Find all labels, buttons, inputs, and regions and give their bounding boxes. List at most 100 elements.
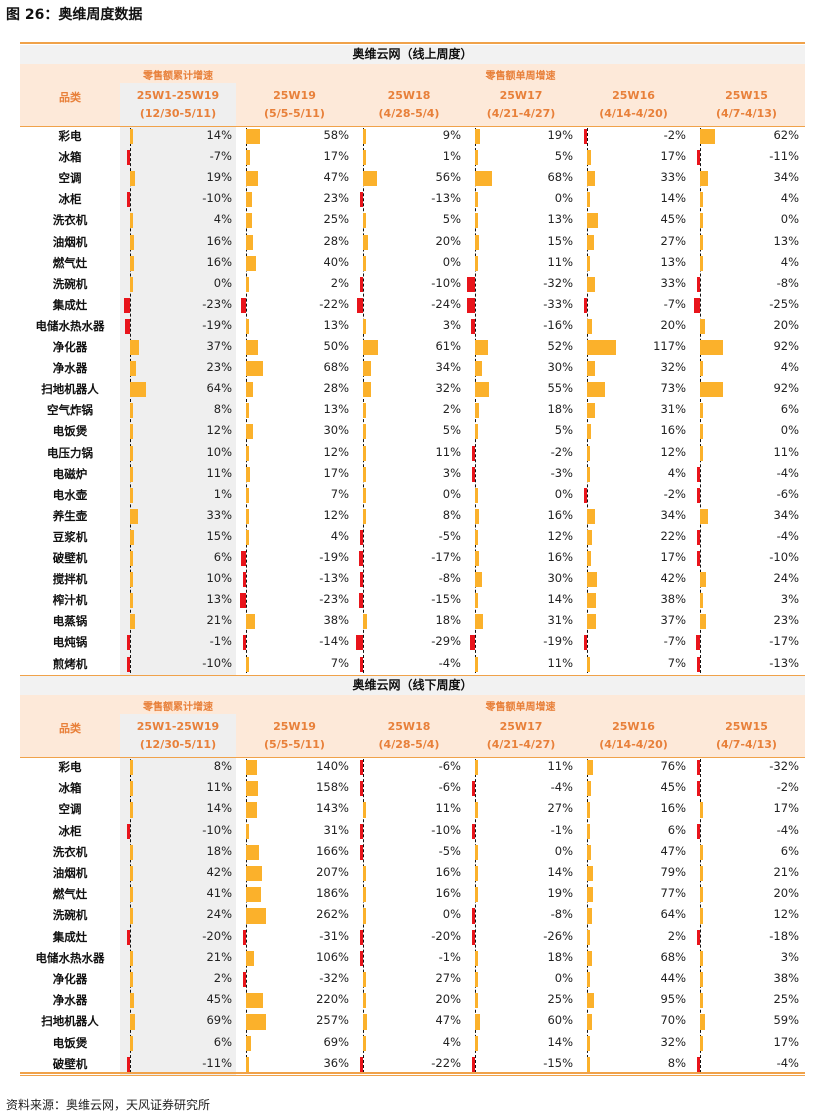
- row-category-label: 电磁炉: [52, 466, 88, 481]
- bar-positive: [363, 171, 377, 187]
- cell-value: 16%: [660, 801, 686, 816]
- column-header-week: 25W17: [499, 720, 543, 733]
- cell-value: 47%: [435, 1013, 461, 1028]
- row-category-label: 破壁机: [52, 551, 88, 565]
- cell-value: -33%: [543, 296, 573, 311]
- cell-value: -4%: [776, 822, 799, 837]
- category-header: 品类: [59, 722, 81, 735]
- bar-positive: [700, 993, 703, 1009]
- cell-value: 8%: [667, 1055, 686, 1070]
- row-category-label: 电压力锅: [47, 445, 93, 460]
- bar-negative: [697, 551, 700, 567]
- cell-value: 30%: [323, 423, 349, 438]
- cell-value: 20%: [435, 992, 461, 1007]
- bar-positive: [246, 1056, 249, 1072]
- bar-positive: [475, 213, 479, 229]
- cell-value: 5%: [554, 149, 573, 164]
- cell-value: -8%: [776, 275, 799, 290]
- column-header-range: (4/7-4/13): [716, 738, 777, 751]
- cell-value: -7%: [663, 634, 686, 649]
- cell-value: -10%: [431, 275, 461, 290]
- cell-value: 0%: [554, 971, 573, 985]
- row-category-label: 搅拌机: [52, 572, 88, 587]
- bar-positive: [363, 466, 366, 482]
- cell-value: -16%: [543, 317, 573, 332]
- cell-value: -32%: [769, 759, 799, 773]
- cell-value: 10%: [206, 571, 232, 586]
- column-header-week: 25W19: [273, 720, 316, 733]
- cell-value: -20%: [431, 928, 461, 943]
- cell-value: 69%: [206, 1013, 232, 1028]
- row-category-label: 养生壶: [52, 508, 88, 523]
- bar-negative: [360, 823, 363, 839]
- bar-positive: [130, 445, 133, 461]
- cell-value: 2%: [667, 928, 686, 943]
- bar-positive: [475, 866, 478, 882]
- bar-positive: [587, 361, 595, 377]
- bar-positive: [587, 192, 591, 208]
- cell-value: 20%: [435, 233, 461, 248]
- cell-value: -4%: [550, 780, 573, 795]
- cell-value: -2%: [663, 128, 686, 142]
- cell-value: 92%: [773, 339, 799, 353]
- column-header-week: 25W18: [387, 720, 431, 733]
- cell-value: 4%: [780, 360, 799, 375]
- cell-value: 44%: [660, 971, 686, 985]
- bar-positive: [587, 1056, 590, 1072]
- cell-value: 6%: [780, 843, 799, 858]
- bar-positive: [587, 802, 590, 818]
- cell-value: -13%: [769, 655, 799, 670]
- bar-positive: [246, 993, 264, 1009]
- cell-value: 12%: [323, 444, 349, 459]
- cell-value: 25%: [323, 212, 349, 227]
- cell-value: -2%: [776, 780, 799, 795]
- bar-positive: [246, 866, 263, 882]
- cell-value: 12%: [773, 907, 799, 922]
- cell-value: -14%: [319, 634, 349, 649]
- bar-positive: [475, 150, 478, 166]
- cell-value: -4%: [776, 465, 799, 480]
- bar-positive: [587, 614, 597, 630]
- cell-value: 0%: [554, 486, 573, 501]
- cell-value: 69%: [323, 1034, 349, 1049]
- cell-value: -10%: [431, 822, 461, 837]
- bar-positive: [246, 318, 250, 334]
- bar-positive: [587, 255, 591, 271]
- panel-bottom-rule: [20, 1075, 805, 1076]
- header-rule: [20, 757, 805, 758]
- bar-positive: [363, 340, 379, 356]
- cell-value: 143%: [316, 801, 349, 816]
- bar-positive: [700, 171, 709, 187]
- cell-value: 14%: [206, 801, 232, 816]
- cell-value: 0%: [780, 212, 799, 227]
- bar-negative: [697, 823, 700, 839]
- row-category-label: 电饭煲: [52, 424, 88, 439]
- cell-value: -18%: [769, 928, 799, 943]
- bar-positive: [700, 802, 703, 818]
- bar-negative: [695, 635, 700, 651]
- bar-positive: [246, 760, 257, 776]
- bar-positive: [700, 361, 703, 377]
- bar-positive: [475, 614, 483, 630]
- bar-positive: [587, 908, 592, 924]
- cell-value: 3%: [780, 592, 799, 607]
- zero-line: [130, 128, 131, 673]
- bar-negative: [693, 297, 700, 313]
- bar-positive: [130, 424, 133, 440]
- cell-value: 106%: [316, 949, 349, 964]
- bar-positive: [700, 403, 703, 419]
- cell-value: 31%: [547, 613, 573, 628]
- cell-value: 5%: [442, 212, 461, 227]
- zero-line: [700, 128, 701, 673]
- bar-positive: [130, 844, 133, 860]
- group-label-cumulative: 零售额累计增速: [143, 71, 213, 82]
- row-category-label: 燃气灶: [52, 255, 88, 270]
- cell-value: 18%: [206, 843, 232, 858]
- cell-value: 34%: [773, 507, 799, 522]
- cell-value: 27%: [547, 801, 573, 816]
- bar-negative: [124, 297, 130, 313]
- cell-value: 13%: [773, 233, 799, 248]
- cell-value: 11%: [547, 254, 573, 269]
- cell-value: -15%: [543, 1055, 573, 1070]
- cell-value: 64%: [206, 381, 232, 396]
